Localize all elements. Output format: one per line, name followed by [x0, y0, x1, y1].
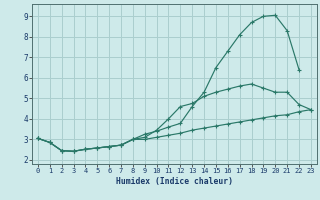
X-axis label: Humidex (Indice chaleur): Humidex (Indice chaleur)	[116, 177, 233, 186]
